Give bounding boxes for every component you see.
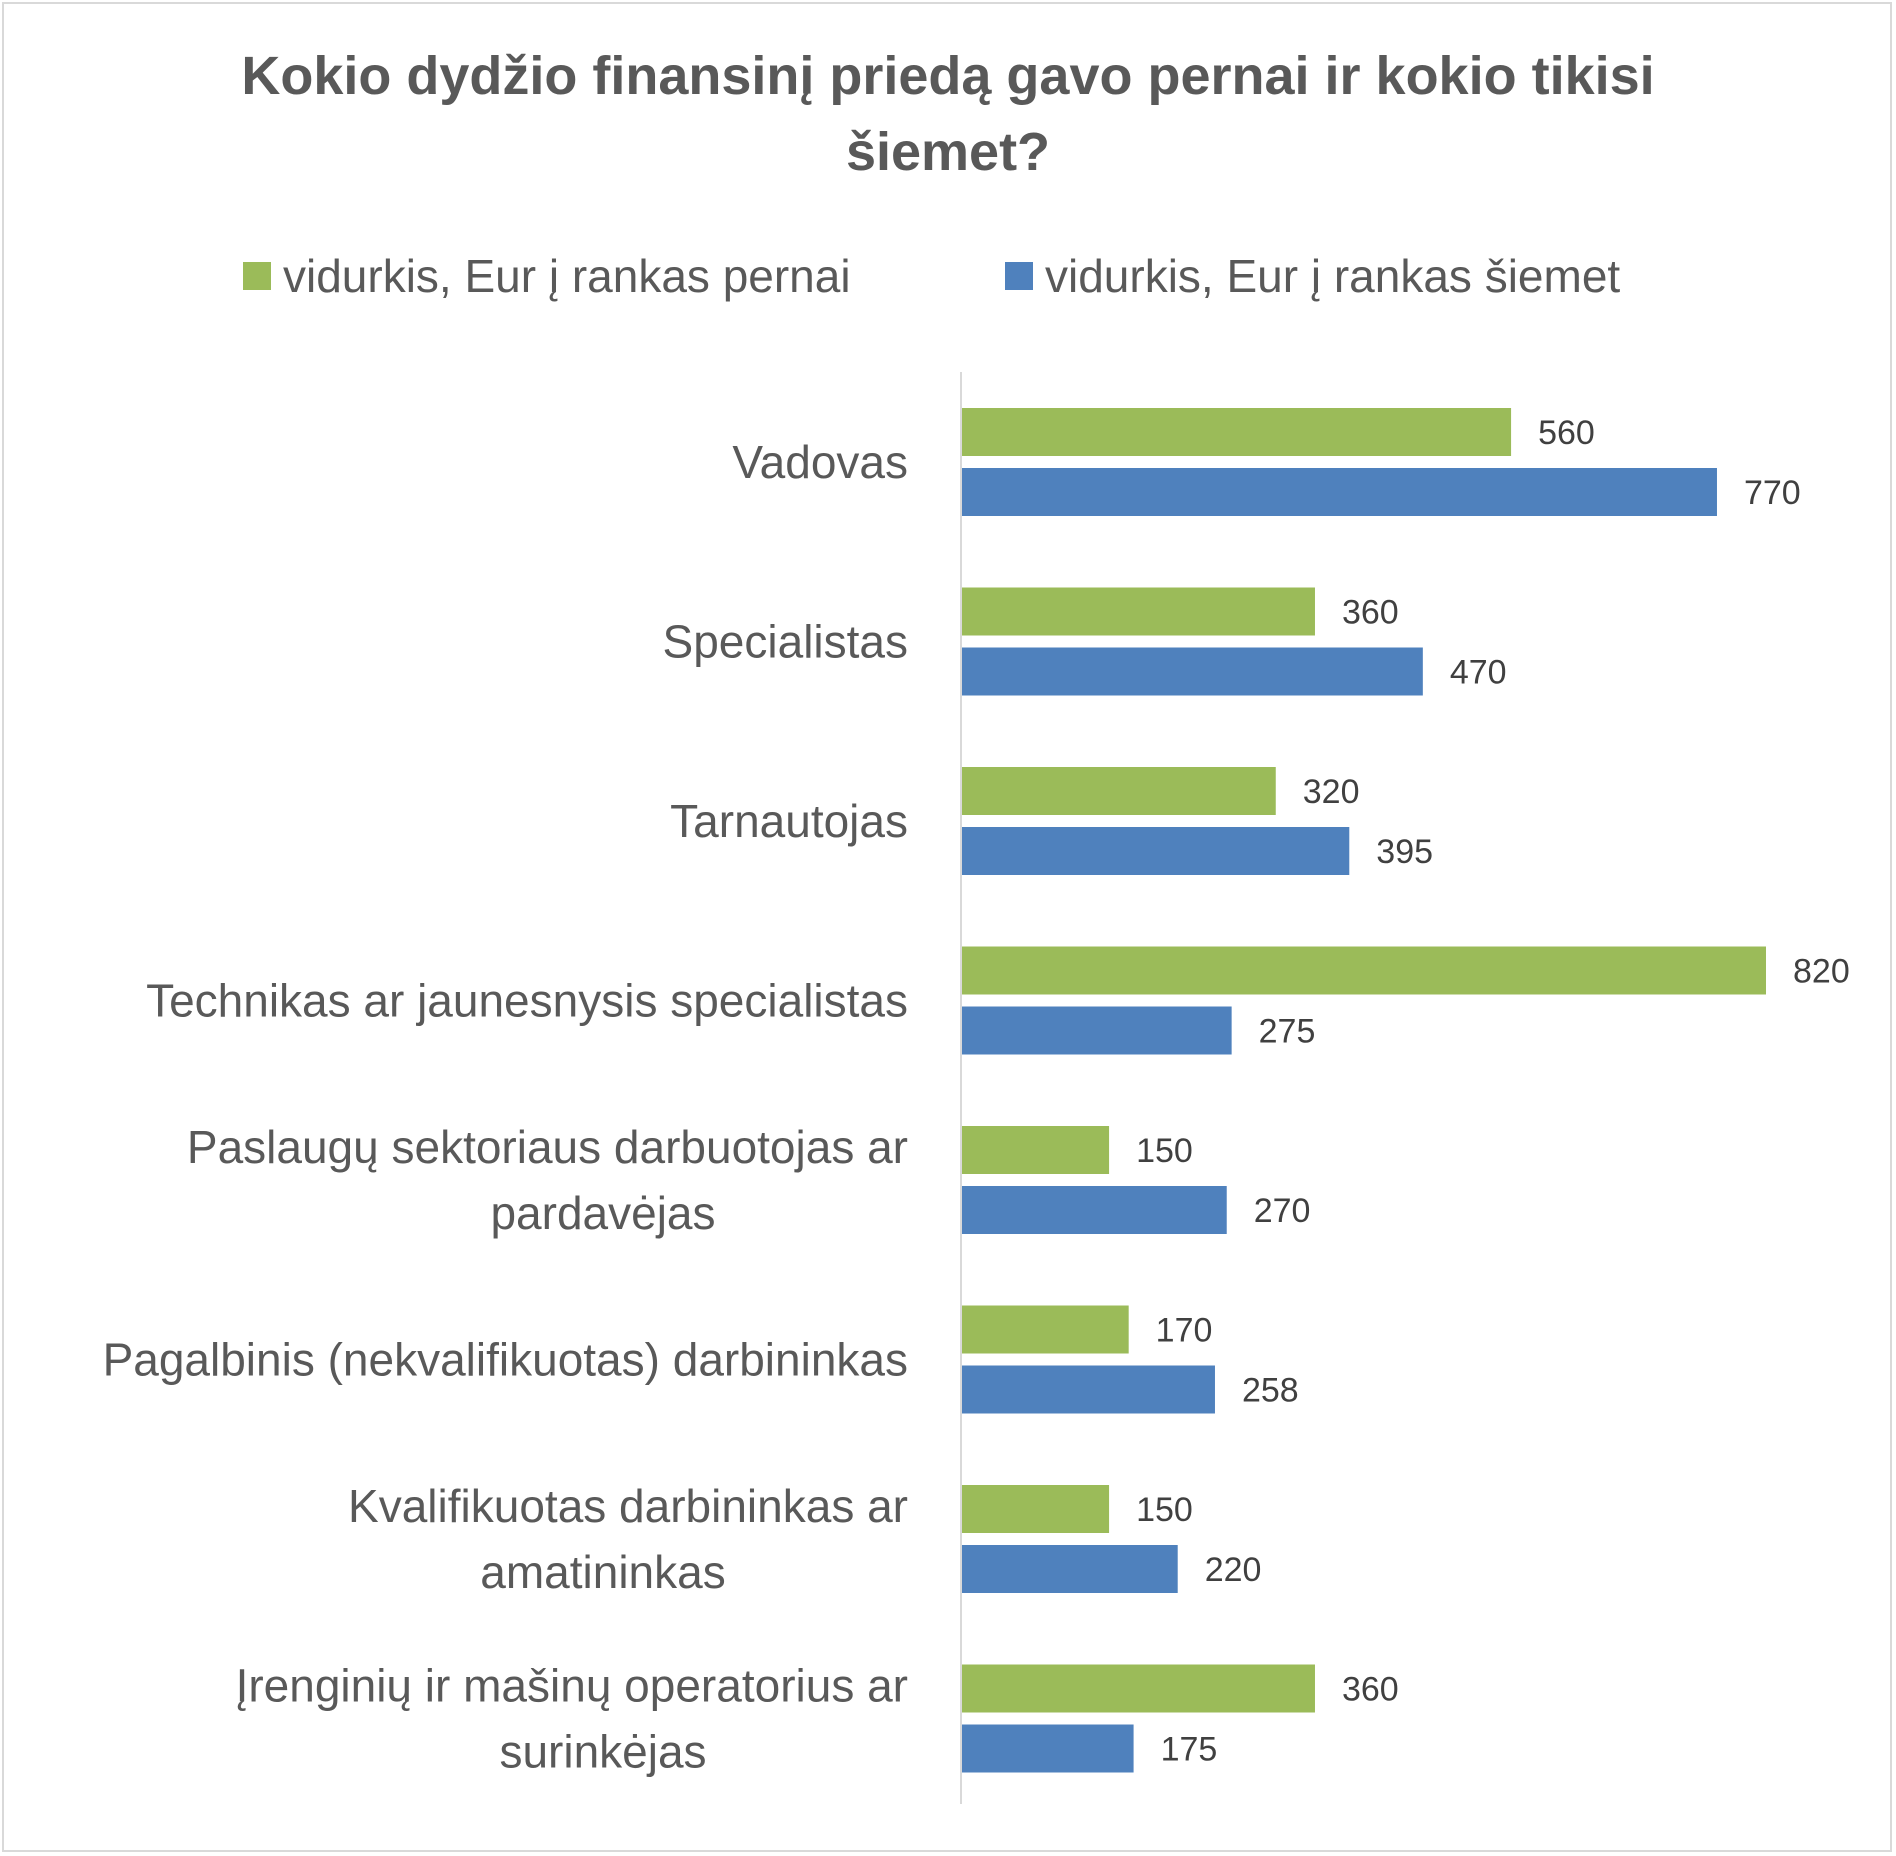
- bar-pernai-7: [962, 1664, 1315, 1713]
- data-label-siemet-4: 270: [1254, 1192, 1311, 1230]
- legend: vidurkis, Eur į rankas pernai vidurkis, …: [0, 246, 1896, 306]
- category-label-0: Vadovas: [732, 436, 908, 488]
- category-label-1: Specialistas: [663, 616, 908, 668]
- legend-swatch-pernai: [243, 262, 271, 290]
- bar-siemet-1: [962, 647, 1423, 696]
- category-label-4-line-1: Paslaugų sektoriaus darbuotojas ar: [187, 1121, 908, 1173]
- bar-pernai-5: [962, 1305, 1129, 1354]
- bar-siemet-6: [962, 1545, 1178, 1593]
- category-label-6-line-2: amatininkas: [480, 1546, 725, 1598]
- data-label-pernai-2: 320: [1303, 773, 1360, 811]
- legend-swatch-siemet: [1005, 262, 1033, 290]
- category-label-4-line-2: pardavėjas: [490, 1187, 715, 1239]
- bar-siemet-2: [962, 827, 1350, 875]
- bar-pernai-4: [962, 1126, 1110, 1174]
- chart-title-line-1: Kokio dydžio finansinį priedą gavo perna…: [241, 46, 1655, 106]
- data-label-siemet-0: 770: [1744, 474, 1801, 512]
- data-label-siemet-5: 258: [1242, 1372, 1299, 1410]
- bar-siemet-4: [962, 1186, 1227, 1234]
- data-label-siemet-2: 395: [1376, 833, 1433, 871]
- data-label-siemet-6: 220: [1205, 1551, 1262, 1589]
- data-label-pernai-1: 360: [1342, 594, 1399, 632]
- bar-pernai-2: [962, 767, 1276, 815]
- data-label-pernai-6: 150: [1136, 1491, 1193, 1529]
- legend-item-siemet: vidurkis, Eur į rankas šiemet: [1005, 246, 1620, 306]
- data-label-pernai-4: 150: [1136, 1132, 1193, 1170]
- legend-item-pernai: vidurkis, Eur į rankas pernai: [243, 246, 851, 306]
- chart-title-line-2: šiemet?: [845, 122, 1051, 182]
- data-label-pernai-3: 820: [1793, 953, 1850, 991]
- bar-siemet-5: [962, 1365, 1215, 1414]
- bar-pernai-6: [962, 1485, 1110, 1533]
- data-label-siemet-1: 470: [1450, 654, 1507, 692]
- bar-pernai-0: [962, 408, 1512, 456]
- category-label-7-line-1: Įrenginių ir mašinų operatorius ar: [236, 1660, 908, 1712]
- category-label-6-line-1: Kvalifikuotas darbininkas ar: [348, 1480, 908, 1532]
- bar-pernai-1: [962, 587, 1315, 636]
- category-label-5: Pagalbinis (nekvalifikuotas) darbininkas: [103, 1334, 908, 1386]
- data-label-pernai-5: 170: [1156, 1312, 1213, 1350]
- data-label-siemet-3: 275: [1259, 1013, 1316, 1051]
- chart-title: Kokio dydžio finansinį priedą gavo perna…: [0, 38, 1896, 190]
- bar-siemet-3: [962, 1006, 1232, 1055]
- bar-siemet-7: [962, 1724, 1134, 1773]
- category-label-3: Technikas ar jaunesnysis specialistas: [146, 975, 908, 1027]
- legend-label-siemet: vidurkis, Eur į rankas šiemet: [1045, 250, 1621, 302]
- legend-label-pernai: vidurkis, Eur į rankas pernai: [283, 250, 851, 302]
- category-label-2: Tarnautojas: [670, 795, 908, 847]
- category-label-7-line-2: surinkėjas: [499, 1726, 706, 1778]
- data-label-siemet-7: 175: [1161, 1731, 1218, 1769]
- data-label-pernai-0: 560: [1538, 414, 1595, 452]
- bar-pernai-3: [962, 946, 1766, 995]
- bar-siemet-0: [962, 468, 1717, 516]
- data-label-pernai-7: 360: [1342, 1671, 1399, 1709]
